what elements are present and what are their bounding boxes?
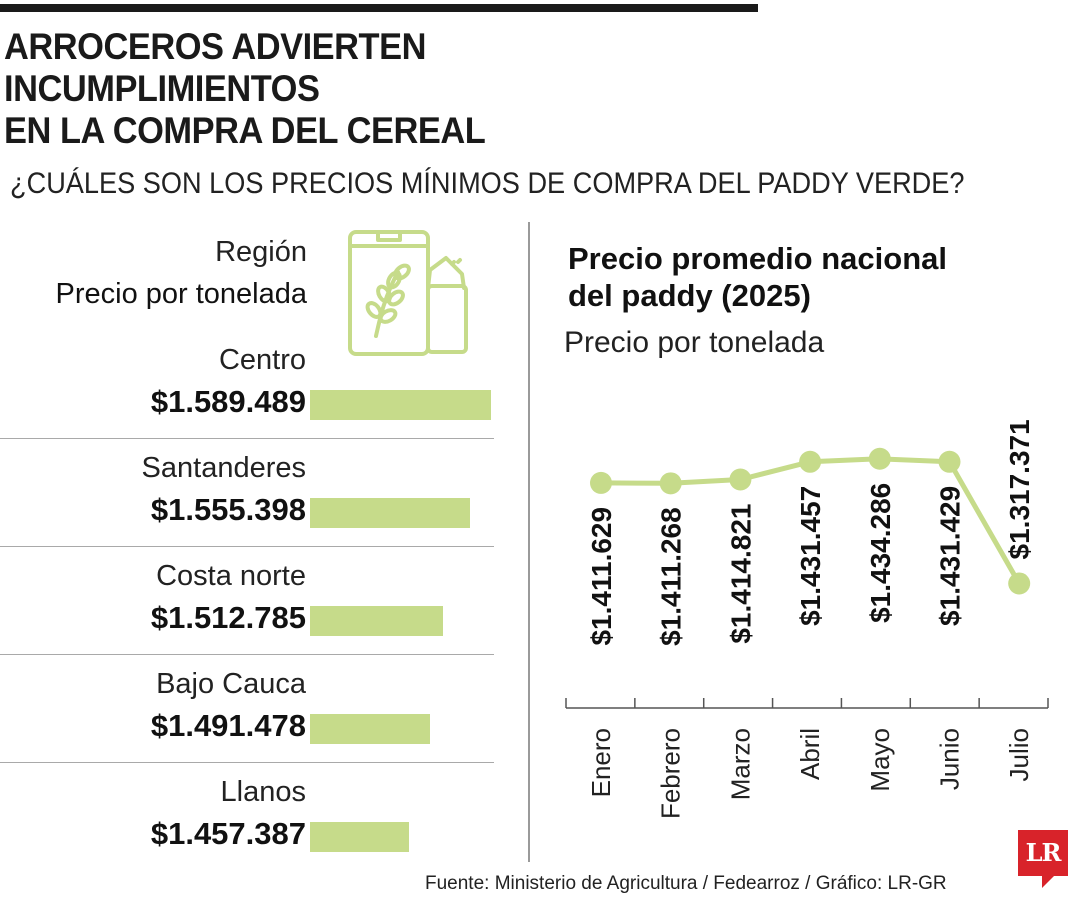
- rice-bag-icon: [348, 230, 468, 356]
- region-price-bar: [310, 498, 470, 528]
- region-name: Costa norte: [156, 560, 306, 592]
- row-separator: [0, 654, 494, 655]
- headline-line-1: ARROCEROS ADVIERTEN INCUMPLIMIENTOS: [4, 26, 426, 109]
- headline-line-2: EN LA COMPRA DEL CEREAL: [4, 110, 486, 151]
- data-label: $1.411.629: [586, 507, 617, 646]
- region-row: Costa norte $1.512.785: [0, 560, 494, 656]
- data-label: $1.434.286: [865, 483, 896, 623]
- region-price-label: $1.555.398: [150, 492, 306, 527]
- data-point: [729, 468, 752, 491]
- data-point: [590, 471, 612, 494]
- data-label: $1.317.371: [1004, 419, 1035, 559]
- data-label: $1.431.457: [795, 486, 826, 626]
- data-point: [868, 447, 891, 470]
- region-price-label: $1.589.489: [150, 384, 306, 419]
- lr-logo: LR: [1018, 830, 1068, 888]
- region-name: Santanderes: [141, 452, 306, 484]
- x-tick-label: Junio: [935, 728, 965, 790]
- data-label: $1.411.268: [656, 507, 687, 646]
- data-point: [938, 450, 961, 473]
- line-chart-title-line-2: del paddy (2025): [568, 278, 811, 313]
- x-tick-label: Abril: [795, 728, 825, 780]
- left-header-region: Región: [215, 236, 307, 268]
- region-price-bar: [310, 606, 443, 636]
- data-point: [1008, 572, 1031, 595]
- left-header-price: Precio por tonelada: [55, 278, 308, 310]
- headline: ARROCEROS ADVIERTEN INCUMPLIMIENTOS EN L…: [4, 26, 748, 152]
- data-point: [659, 472, 682, 495]
- line-chart-title: Precio promedio nacional del paddy (2025…: [568, 240, 947, 314]
- data-point: [799, 450, 822, 473]
- data-label: $1.431.429: [935, 486, 966, 626]
- region-price-label: $1.491.478: [150, 708, 306, 743]
- row-separator: [0, 438, 494, 439]
- region-name: Llanos: [220, 776, 306, 808]
- region-row: Llanos $1.457.387: [0, 776, 494, 872]
- subtitle: ¿CUÁLES SON LOS PRECIOS MÍNIMOS DE COMPR…: [10, 167, 965, 200]
- x-tick-label: Enero: [586, 728, 616, 797]
- region-row: Centro $1.589.489: [0, 344, 494, 440]
- region-row: Santanderes $1.555.398: [0, 452, 494, 548]
- x-tick-label: Mayo: [865, 728, 895, 792]
- x-tick-label: Julio: [1004, 728, 1034, 781]
- region-name: Centro: [218, 344, 306, 376]
- row-separator: [0, 546, 494, 547]
- region-price-label: $1.457.387: [150, 816, 306, 851]
- data-label: $1.414.821: [725, 504, 756, 644]
- line-chart: $1.411.629 Enero $1.411.268 Febrero $1.414.8…: [565, 419, 1049, 819]
- line-chart-title-line-1: Precio promedio nacional: [568, 241, 947, 276]
- source-note: Fuente: Ministerio de Agricultura / Fede…: [425, 873, 947, 894]
- row-separator: [0, 762, 494, 763]
- region-price-bar: [310, 822, 409, 852]
- top-rule: [0, 4, 758, 12]
- x-tick-label: Febrero: [656, 728, 686, 819]
- region-price-bar: [310, 714, 430, 744]
- region-price-bar: [310, 390, 491, 420]
- panel-divider: [528, 222, 530, 862]
- region-row: Bajo Cauca $1.491.478: [0, 668, 494, 764]
- x-tick-label: Marzo: [725, 728, 755, 800]
- region-price-label: $1.512.785: [150, 600, 306, 635]
- region-name: Bajo Cauca: [156, 668, 306, 700]
- line-chart-subtitle: Precio por tonelada: [564, 326, 825, 359]
